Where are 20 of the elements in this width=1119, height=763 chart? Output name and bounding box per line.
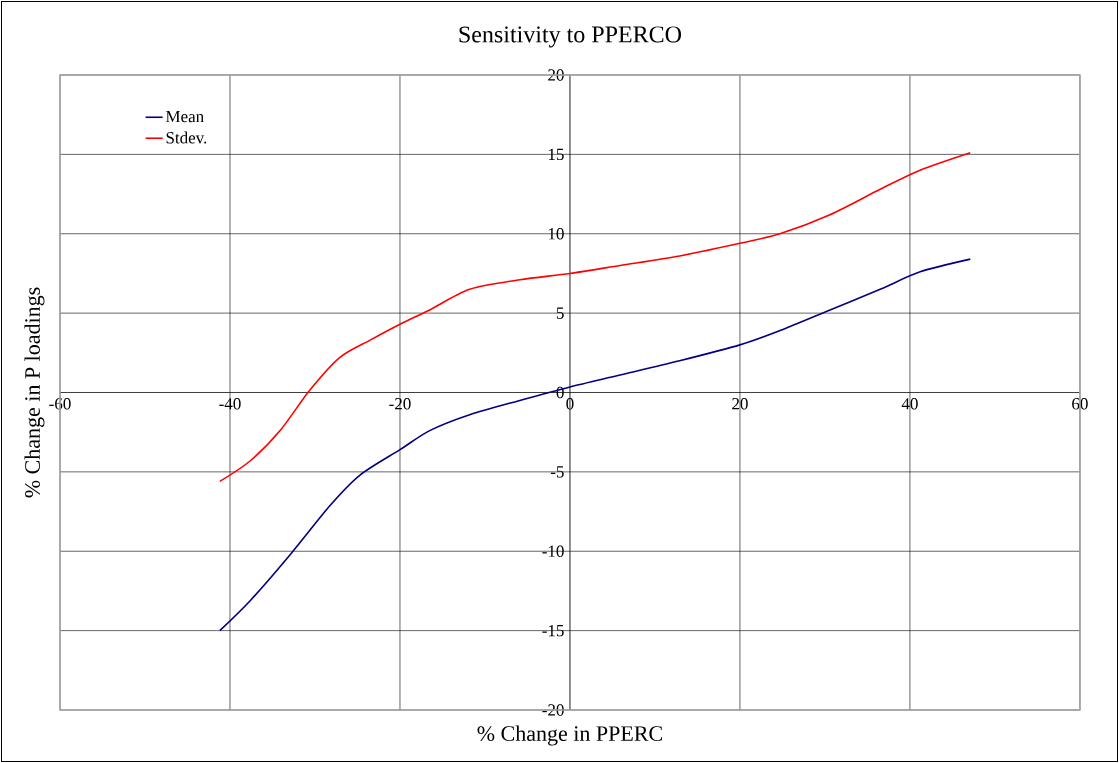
y-tick-label: 5 bbox=[556, 307, 564, 319]
y-tick-label: 10 bbox=[548, 228, 564, 240]
x-axis-title: % Change in PPERC bbox=[477, 725, 662, 746]
y-tick-label: -15 bbox=[542, 624, 564, 637]
y-tick-label: -5 bbox=[550, 466, 564, 478]
x-tick-label: -60 bbox=[49, 398, 71, 410]
legend-label: Stdev. bbox=[166, 131, 207, 144]
x-tick-label: 60 bbox=[1072, 398, 1088, 410]
x-tick-label: 40 bbox=[901, 398, 918, 410]
y-axis-title: % Change in P loadings bbox=[24, 287, 45, 498]
y-tick-label: 15 bbox=[548, 148, 564, 161]
x-tick-label: 20 bbox=[732, 398, 748, 410]
y-tick-label: -20 bbox=[542, 704, 564, 716]
x-tick-label: -40 bbox=[219, 398, 241, 410]
legend-label: Mean bbox=[165, 110, 204, 123]
y-tick-label: 20 bbox=[548, 69, 564, 81]
x-tick-label: 0 bbox=[566, 398, 574, 410]
y-tick-label: -10 bbox=[542, 545, 564, 557]
chart-title: Sensitivity to PPERCO bbox=[459, 26, 682, 48]
x-tick-label: -20 bbox=[389, 398, 411, 410]
